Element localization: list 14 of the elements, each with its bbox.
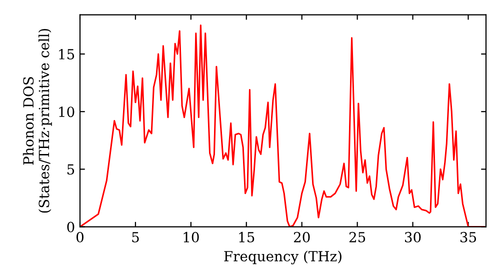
y-axis-title: Phonon DOS (States/THz·primitive cell): [22, 28, 52, 213]
x-tick-label: 30: [405, 232, 421, 242]
x-tick-label: 0: [76, 232, 84, 242]
x-tick-label: 10: [184, 232, 199, 242]
x-tick-label: 25: [349, 232, 366, 242]
y-tick-label: 10: [59, 106, 74, 118]
y-tick-label: 15: [59, 48, 74, 60]
x-tick-label: 15: [239, 232, 254, 242]
y-tick-label: 5: [67, 164, 74, 175]
x-tick-label: 35: [460, 232, 476, 242]
x-tick-label: 20: [294, 232, 310, 242]
y-tick-label: 0: [67, 222, 74, 232]
x-axis-title: Frequency (THz): [224, 250, 342, 264]
x-tick-label: 5: [132, 232, 139, 242]
